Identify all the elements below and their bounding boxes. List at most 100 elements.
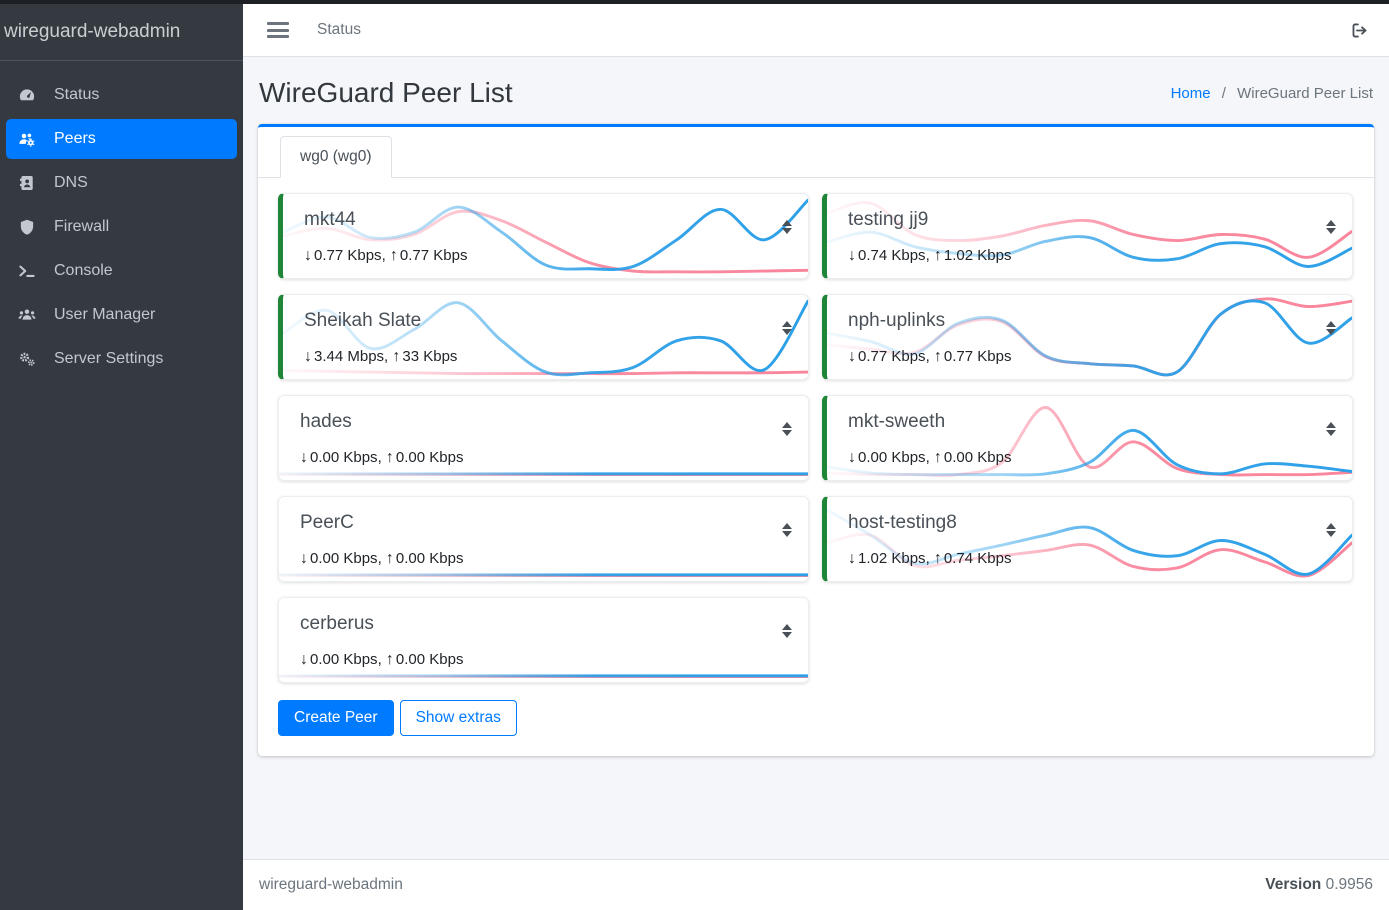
sidebar-item-status[interactable]: Status xyxy=(6,75,237,115)
navbar-status-link[interactable]: Status xyxy=(317,21,361,38)
traffic-up: 0.77 Kbps xyxy=(943,348,1012,365)
sidebar-item-dns[interactable]: DNS xyxy=(6,163,237,203)
traffic-down: 3.44 Mbps xyxy=(314,348,385,365)
breadcrumb: Home / WireGuard Peer List xyxy=(1171,85,1373,102)
sidebar-item-user-manager[interactable]: User Manager xyxy=(6,295,237,335)
arrow-down-icon: ↓ xyxy=(848,550,856,567)
peer-traffic: ↓ 0.00 Kbps, ↑ 0.00 Kbps xyxy=(848,449,1012,466)
traffic-up: 33 Kbps xyxy=(402,348,458,365)
peer-traffic: ↓ 0.77 Kbps, ↑ 0.77 Kbps xyxy=(848,348,1012,365)
terminal-icon xyxy=(18,262,44,280)
sidebar-item-console[interactable]: Console xyxy=(6,251,237,291)
peer-card-testing-jj9[interactable]: testing jj9 ↓ 0.74 Kbps, ↑ 1.02 Kbps xyxy=(822,193,1353,279)
peer-card-sheikah-slate[interactable]: Sheikah Slate ↓ 3.44 Mbps, ↑ 33 Kbps xyxy=(278,294,809,380)
sidebar-item-label: Console xyxy=(54,262,113,279)
arrow-down-icon: ↓ xyxy=(300,651,308,668)
sort-handle-icon[interactable] xyxy=(782,523,792,537)
sidebar: wireguard-webadmin Status Peers DNS xyxy=(0,0,243,910)
shield-icon xyxy=(18,218,44,236)
arrow-up-icon: ↑ xyxy=(392,348,401,365)
peer-card-host-testing8[interactable]: host-testing8 ↓ 1.02 Kbps, ↑ 0.74 Kbps xyxy=(822,496,1353,582)
traffic-sparkline xyxy=(279,573,808,578)
gauge-icon xyxy=(18,86,44,104)
breadcrumb-home-link[interactable]: Home xyxy=(1170,85,1211,102)
arrow-up-icon: ↑ xyxy=(933,348,942,365)
actions-row: Create Peer Show extras xyxy=(278,700,1354,736)
sort-handle-icon[interactable] xyxy=(782,321,792,335)
peer-traffic: ↓ 0.00 Kbps, ↑ 0.00 Kbps xyxy=(300,550,464,567)
traffic-down: 0.74 Kbps xyxy=(858,247,926,264)
sort-handle-icon[interactable] xyxy=(1326,523,1336,537)
sidebar-nav: Status Peers DNS Firewall xyxy=(0,61,243,393)
peer-grid: mkt44 ↓ 0.77 Kbps, ↑ 0.77 Kbps testing jj9 ↓ 0… xyxy=(278,193,1354,683)
sort-handle-icon[interactable] xyxy=(782,220,792,234)
peer-name: mkt-sweeth xyxy=(848,411,946,432)
arrow-up-icon: ↑ xyxy=(389,247,398,264)
menu-toggle-icon[interactable] xyxy=(267,22,289,38)
traffic-down: 0.00 Kbps xyxy=(858,449,926,466)
traffic-up: 0.00 Kbps xyxy=(395,449,464,466)
arrow-up-icon: ↑ xyxy=(933,449,942,466)
traffic-down: 1.02 Kbps xyxy=(858,550,926,567)
arrow-down-icon: ↓ xyxy=(848,348,856,365)
tab-wg0[interactable]: wg0 (wg0) xyxy=(280,136,392,178)
sidebar-item-label: Peers xyxy=(54,130,96,147)
peer-traffic: ↓ 1.02 Kbps, ↑ 0.74 Kbps xyxy=(848,550,1012,567)
sort-handle-icon[interactable] xyxy=(782,422,792,436)
peer-card-nph-uplinks[interactable]: nph-uplinks ↓ 0.77 Kbps, ↑ 0.77 Kbps xyxy=(822,294,1353,380)
sort-handle-icon[interactable] xyxy=(1326,422,1336,436)
peer-name: PeerC xyxy=(300,512,354,533)
sidebar-item-label: User Manager xyxy=(54,306,156,323)
traffic-down: 0.00 Kbps xyxy=(310,651,378,668)
traffic-down: 0.77 Kbps xyxy=(314,247,382,264)
sidebar-item-label: DNS xyxy=(54,174,88,191)
peer-list-card: wg0 (wg0) mkt44 ↓ 0.77 Kbps, ↑ 0.77 Kbps tes… xyxy=(258,124,1374,756)
peer-card-hades[interactable]: hades ↓ 0.00 Kbps, ↑ 0.00 Kbps xyxy=(278,395,809,481)
breadcrumb-current: WireGuard Peer List xyxy=(1237,85,1373,102)
arrow-up-icon: ↑ xyxy=(385,651,394,668)
sort-handle-icon[interactable] xyxy=(1326,220,1336,234)
peer-traffic: ↓ 3.44 Mbps, ↑ 33 Kbps xyxy=(304,348,458,365)
traffic-up: 0.77 Kbps xyxy=(399,247,468,264)
traffic-sparkline xyxy=(283,299,808,377)
traffic-down: 0.00 Kbps xyxy=(310,449,378,466)
peer-name: host-testing8 xyxy=(848,512,957,533)
peer-name: hades xyxy=(300,411,352,432)
footer-brand: wireguard-webadmin xyxy=(259,876,403,893)
peer-name: mkt44 xyxy=(304,209,356,230)
arrow-down-icon: ↓ xyxy=(304,247,312,264)
peer-card-mkt-sweeth[interactable]: mkt-sweeth ↓ 0.00 Kbps, ↑ 0.00 Kbps xyxy=(822,395,1353,481)
sort-handle-icon[interactable] xyxy=(782,624,792,638)
arrow-down-icon: ↓ xyxy=(300,550,308,567)
traffic-up: 1.02 Kbps xyxy=(943,247,1012,264)
traffic-up: 0.00 Kbps xyxy=(395,550,464,567)
content-header: WireGuard Peer List Home / WireGuard Pee… xyxy=(258,57,1374,124)
show-extras-button[interactable]: Show extras xyxy=(399,700,517,736)
brand[interactable]: wireguard-webadmin xyxy=(0,0,243,61)
peer-card-cerberus[interactable]: cerberus ↓ 0.00 Kbps, ↑ 0.00 Kbps xyxy=(278,597,809,683)
peer-traffic: ↓ 0.00 Kbps, ↑ 0.00 Kbps xyxy=(300,449,464,466)
gears-icon xyxy=(18,350,44,368)
traffic-down: 0.00 Kbps xyxy=(310,550,378,567)
peer-traffic: ↓ 0.77 Kbps, ↑ 0.77 Kbps xyxy=(304,247,468,264)
traffic-down: 0.77 Kbps xyxy=(858,348,926,365)
sidebar-item-server-settings[interactable]: Server Settings xyxy=(6,339,237,379)
traffic-sparkline xyxy=(279,674,808,679)
sort-handle-icon[interactable] xyxy=(1326,321,1336,335)
sidebar-item-firewall[interactable]: Firewall xyxy=(6,207,237,247)
sidebar-item-label: Server Settings xyxy=(54,350,164,367)
peer-name: nph-uplinks xyxy=(848,310,946,331)
peer-card-mkt44[interactable]: mkt44 ↓ 0.77 Kbps, ↑ 0.77 Kbps xyxy=(278,193,809,279)
create-peer-button[interactable]: Create Peer xyxy=(278,700,394,736)
sidebar-item-peers[interactable]: Peers xyxy=(6,119,237,159)
arrow-up-icon: ↑ xyxy=(933,247,942,264)
peer-card-peerc[interactable]: PeerC ↓ 0.00 Kbps, ↑ 0.00 Kbps xyxy=(278,496,809,582)
traffic-sparkline xyxy=(827,297,1352,377)
sign-out-icon[interactable] xyxy=(1350,21,1369,40)
arrow-up-icon: ↑ xyxy=(385,449,394,466)
traffic-up: 0.74 Kbps xyxy=(943,550,1012,567)
footer-version-label: Version xyxy=(1265,876,1322,893)
peer-name: Sheikah Slate xyxy=(304,310,422,331)
traffic-sparkline xyxy=(283,198,808,274)
page-title: WireGuard Peer List xyxy=(259,77,513,108)
